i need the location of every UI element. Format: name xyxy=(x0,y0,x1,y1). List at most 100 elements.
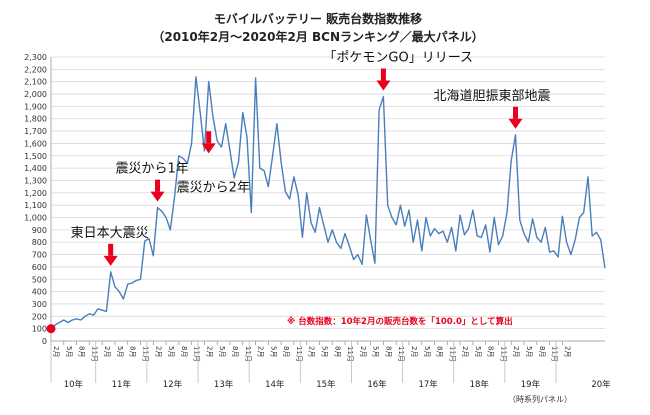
y-tick-label: 2,200 xyxy=(24,65,47,74)
y-tick-label: 1,400 xyxy=(24,164,47,173)
y-tick-label: 300 xyxy=(32,300,47,309)
month-tick-label: 5月 xyxy=(372,346,380,357)
month-tick-label: 8月 xyxy=(538,346,546,357)
y-tick-label: 1,600 xyxy=(24,139,47,148)
y-tick-label: 1,900 xyxy=(24,102,47,111)
annotation-label: 震災から2年 xyxy=(177,181,250,196)
year-label: 14年 xyxy=(265,379,285,390)
arrow-shaft xyxy=(155,179,161,192)
grid xyxy=(50,56,605,342)
annotation-arrow xyxy=(508,106,523,129)
series-line xyxy=(50,76,606,330)
month-tick-label: 5月 xyxy=(167,346,175,357)
y-tick-label: 200 xyxy=(32,312,47,321)
month-tick-label: 8月 xyxy=(333,346,341,357)
month-tick-label: 11月 xyxy=(295,346,303,362)
month-tick-label: 2月 xyxy=(308,346,316,357)
chart-note: ※ 台数指数：10年2月の販売台数を「100.0」として算出 xyxy=(287,316,513,327)
y-tick-label: 0 xyxy=(42,337,47,346)
y-tick-label: 2,000 xyxy=(24,90,47,99)
year-label: 19年 xyxy=(521,379,541,390)
arrow-shaft xyxy=(108,243,114,256)
y-tick-label: 900 xyxy=(32,226,47,235)
y-tick-label: 800 xyxy=(32,238,47,247)
month-tick-label: 11月 xyxy=(346,346,354,362)
month-tick-label: 8月 xyxy=(78,346,86,357)
month-tick-label: 5月 xyxy=(423,346,431,357)
arrow-head xyxy=(150,191,165,202)
annotation-arrow xyxy=(201,131,216,154)
month-tick-label: 11月 xyxy=(397,346,405,362)
month-tick-label: 5月 xyxy=(320,346,328,357)
arrow-shaft xyxy=(206,131,212,144)
month-tick-label: 8月 xyxy=(436,346,444,357)
annotation-label: 北海道胆振東部地震 xyxy=(434,88,551,104)
series-layer xyxy=(46,76,606,334)
chart-subtitle: （2010年2月～2020年2月 BCNランキング／最大パネル） xyxy=(152,29,483,44)
month-tick-label: 11月 xyxy=(551,346,559,362)
y-tick-label: 1,100 xyxy=(24,201,47,210)
y-tick-label: 1,700 xyxy=(24,127,47,136)
y-tick-label: 1,800 xyxy=(24,115,47,124)
chart-title: モバイルバッテリー 販売台数指数推移 xyxy=(214,11,422,26)
y-tick-label: 1,500 xyxy=(24,152,47,161)
y-tick-label: 1,000 xyxy=(24,214,47,223)
arrow-head xyxy=(201,143,216,154)
month-tick-label: 8月 xyxy=(231,346,239,357)
year-label: 12年 xyxy=(163,379,183,390)
year-label: 16年 xyxy=(367,379,387,390)
month-tick-label: 11月 xyxy=(141,346,149,362)
base-point-marker xyxy=(46,324,56,334)
arrow-shaft xyxy=(380,68,386,81)
month-tick-label: 2月 xyxy=(410,346,418,357)
x-axis: 2月 5月 8月 11月 2月 5月 8月 11月 2月 5月 8月 11月 2月 5月 8月 11月 2月 5月… xyxy=(50,341,611,390)
year-label: 15年 xyxy=(316,379,336,390)
month-tick-label: 2月 xyxy=(257,346,265,357)
y-tick-label: 600 xyxy=(32,263,47,272)
y-tick-label: 700 xyxy=(32,251,47,260)
arrow-head xyxy=(103,255,118,266)
year-label: 11年 xyxy=(112,379,132,390)
arrow-head xyxy=(376,80,391,91)
year-label: 13年 xyxy=(214,379,234,390)
month-tick-label: 5月 xyxy=(218,346,226,357)
month-tick-label: 11月 xyxy=(448,346,456,362)
annotation-arrow xyxy=(376,68,391,91)
y-tick-label: 2,100 xyxy=(24,78,47,87)
month-tick-label: 2月 xyxy=(461,346,469,357)
month-tick-label: 5月 xyxy=(65,346,73,357)
month-tick-label: 11月 xyxy=(499,346,507,362)
month-tick-label: 11月 xyxy=(193,346,201,362)
annotation-label: 震災から1年 xyxy=(116,162,189,177)
month-tick-label: 8月 xyxy=(180,346,188,357)
month-tick-label: 5月 xyxy=(474,346,482,357)
y-tick-label: 500 xyxy=(32,275,47,284)
month-tick-label: 11月 xyxy=(90,346,98,362)
year-label: 18年 xyxy=(470,379,490,390)
year-label: 17年 xyxy=(418,379,438,390)
month-tick-label: 2月 xyxy=(103,346,111,357)
month-tick-label: 5月 xyxy=(116,346,124,357)
arrow-shaft xyxy=(513,106,519,119)
arrow-head xyxy=(508,118,523,129)
x-axis-label: （時系列パネル） xyxy=(508,394,572,404)
y-axis: 0 100 200 300 400 500 600 700 800 900 1,000 1,100 1,… xyxy=(24,53,47,346)
y-tick-label: 100 xyxy=(32,325,47,334)
month-tick-label: 2月 xyxy=(205,346,213,357)
year-label: 10年 xyxy=(64,379,84,390)
annotation-arrow xyxy=(150,179,165,202)
month-tick-label: 11月 xyxy=(244,346,252,362)
month-tick-label: 8月 xyxy=(487,346,495,357)
y-tick-label: 2,300 xyxy=(24,53,47,62)
month-tick-label: 5月 xyxy=(269,346,277,357)
annotation-label: 「ポケモンGO」リリース xyxy=(323,51,473,66)
month-tick-label: 2月 xyxy=(52,346,60,357)
y-tick-label: 400 xyxy=(32,288,47,297)
month-tick-label: 2月 xyxy=(563,346,571,357)
annotation-label: 東日本大震災 xyxy=(71,225,149,241)
month-tick-label: 5月 xyxy=(525,346,533,357)
year-label: 20年 xyxy=(591,379,611,390)
month-tick-label: 8月 xyxy=(129,346,137,357)
